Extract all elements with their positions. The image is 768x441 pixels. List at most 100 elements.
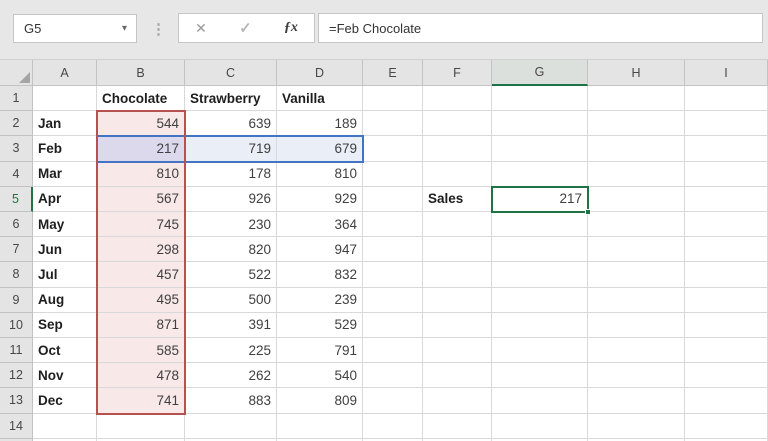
cell-E12[interactable] <box>363 363 423 389</box>
cell-F10[interactable] <box>423 312 492 338</box>
cell-G7[interactable] <box>492 237 588 263</box>
cell-C6[interactable]: 230 <box>185 212 277 238</box>
cell-E7[interactable] <box>363 237 423 263</box>
cell-B7[interactable]: 298 <box>97 237 185 263</box>
select-all-corner[interactable] <box>0 60 33 86</box>
cell-H8[interactable] <box>588 262 685 288</box>
cell-C4[interactable]: 178 <box>185 161 277 187</box>
cell-F11[interactable] <box>423 338 492 364</box>
cell-H3[interactable] <box>588 136 685 162</box>
cell-E15[interactable] <box>363 438 423 441</box>
cell-G11[interactable] <box>492 338 588 364</box>
cell-A5[interactable]: Apr <box>33 186 97 212</box>
cell-E13[interactable] <box>363 388 423 414</box>
cell-H9[interactable] <box>588 287 685 313</box>
cell-C12[interactable]: 262 <box>185 363 277 389</box>
cell-A7[interactable]: Jun <box>33 237 97 263</box>
cell-C5[interactable]: 926 <box>185 186 277 212</box>
cell-G10[interactable] <box>492 312 588 338</box>
formula-bar[interactable]: =Feb Chocolate <box>318 13 763 43</box>
cell-F7[interactable] <box>423 237 492 263</box>
cell-C8[interactable]: 522 <box>185 262 277 288</box>
cell-D11[interactable]: 791 <box>277 338 363 364</box>
cell-B2[interactable]: 544 <box>97 111 185 137</box>
row-header-8[interactable]: 8 <box>0 262 33 288</box>
cell-C10[interactable]: 391 <box>185 312 277 338</box>
column-header-B[interactable]: B <box>97 60 185 86</box>
cell-D15[interactable] <box>277 438 363 441</box>
cell-D6[interactable]: 364 <box>277 212 363 238</box>
enter-check-icon[interactable]: ✓ <box>239 20 252 37</box>
cell-F3[interactable] <box>423 136 492 162</box>
cell-H13[interactable] <box>588 388 685 414</box>
cell-F13[interactable] <box>423 388 492 414</box>
row-header-1[interactable]: 1 <box>0 86 33 112</box>
cell-D7[interactable]: 947 <box>277 237 363 263</box>
cell-F6[interactable] <box>423 212 492 238</box>
cell-B6[interactable]: 745 <box>97 212 185 238</box>
cell-H12[interactable] <box>588 363 685 389</box>
chevron-down-icon[interactable]: ▾ <box>121 23 127 34</box>
cell-B12[interactable]: 478 <box>97 363 185 389</box>
cell-B9[interactable]: 495 <box>97 287 185 313</box>
insert-function-icon[interactable]: ƒx <box>283 20 298 35</box>
column-header-E[interactable]: E <box>363 60 423 86</box>
cell-B10[interactable]: 871 <box>97 312 185 338</box>
cell-E11[interactable] <box>363 338 423 364</box>
cell-A3[interactable]: Feb <box>33 136 97 162</box>
row-header-13[interactable]: 13 <box>0 388 33 414</box>
cell-G8[interactable] <box>492 262 588 288</box>
cell-E5[interactable] <box>363 186 423 212</box>
cell-F14[interactable] <box>423 413 492 439</box>
row-header-7[interactable]: 7 <box>0 237 33 263</box>
active-cell-selection[interactable] <box>491 185 591 215</box>
row-header-9[interactable]: 9 <box>0 287 33 313</box>
column-header-I[interactable]: I <box>685 60 768 86</box>
cell-H11[interactable] <box>588 338 685 364</box>
cell-I7[interactable] <box>685 237 768 263</box>
cell-E1[interactable] <box>363 86 423 112</box>
cell-C1[interactable]: Strawberry <box>185 86 277 112</box>
fill-handle[interactable] <box>585 208 591 215</box>
cell-C13[interactable]: 883 <box>185 388 277 414</box>
cell-F15[interactable] <box>423 438 492 441</box>
cell-E14[interactable] <box>363 413 423 439</box>
cell-A10[interactable]: Sep <box>33 312 97 338</box>
cell-F4[interactable] <box>423 161 492 187</box>
row-header-6[interactable]: 6 <box>0 212 33 238</box>
cell-F9[interactable] <box>423 287 492 313</box>
cell-I8[interactable] <box>685 262 768 288</box>
cell-I2[interactable] <box>685 111 768 137</box>
cell-G9[interactable] <box>492 287 588 313</box>
cell-F5[interactable]: Sales <box>423 186 492 212</box>
cell-I6[interactable] <box>685 212 768 238</box>
cell-E10[interactable] <box>363 312 423 338</box>
cell-I3[interactable] <box>685 136 768 162</box>
cell-B1[interactable]: Chocolate <box>97 86 185 112</box>
cell-D10[interactable]: 529 <box>277 312 363 338</box>
cell-G5[interactable]: 217 <box>492 186 588 212</box>
red-range-box[interactable] <box>96 110 186 415</box>
row-header-10[interactable]: 10 <box>0 312 33 338</box>
row-header-12[interactable]: 12 <box>0 363 33 389</box>
cell-A11[interactable]: Oct <box>33 338 97 364</box>
column-header-A[interactable]: A <box>33 60 97 86</box>
row-header-14[interactable]: 14 <box>0 413 33 439</box>
row-header-5[interactable]: 5 <box>0 186 33 212</box>
cell-D9[interactable]: 239 <box>277 287 363 313</box>
name-box[interactable]: G5 ▾ <box>13 14 137 43</box>
row-header-11[interactable]: 11 <box>0 338 33 364</box>
cell-D1[interactable]: Vanilla <box>277 86 363 112</box>
cell-G4[interactable] <box>492 161 588 187</box>
cell-H7[interactable] <box>588 237 685 263</box>
cell-A9[interactable]: Aug <box>33 287 97 313</box>
cell-H5[interactable] <box>588 186 685 212</box>
cell-I1[interactable] <box>685 86 768 112</box>
cell-G13[interactable] <box>492 388 588 414</box>
cell-E2[interactable] <box>363 111 423 137</box>
cell-C14[interactable] <box>185 413 277 439</box>
cell-I11[interactable] <box>685 338 768 364</box>
cell-G15[interactable] <box>492 438 588 441</box>
cell-I10[interactable] <box>685 312 768 338</box>
cell-A14[interactable] <box>33 413 97 439</box>
